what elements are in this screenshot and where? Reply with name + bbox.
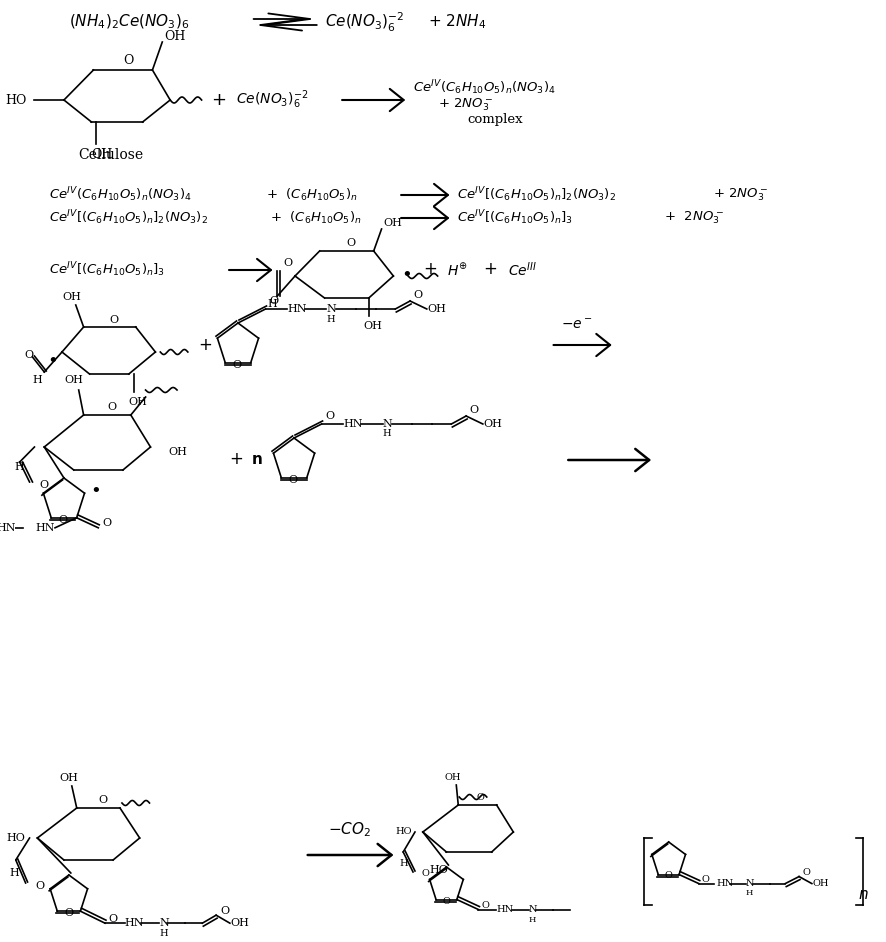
- Text: $Ce^{IV}[(C_6H_{10}O_5)_n]_2(NO_3)_2$: $Ce^{IV}[(C_6H_{10}O_5)_n]_2(NO_3)_2$: [50, 208, 208, 227]
- Text: O: O: [269, 296, 278, 306]
- Text: $+\ 2NO_3^-$: $+\ 2NO_3^-$: [438, 97, 494, 113]
- Text: H: H: [746, 888, 753, 897]
- Text: N: N: [746, 879, 755, 888]
- Text: HN: HN: [496, 905, 513, 914]
- Text: O: O: [123, 54, 133, 67]
- Text: OH: OH: [91, 149, 113, 161]
- Text: O: O: [288, 475, 298, 485]
- Text: $H^{\oplus}$: $H^{\oplus}$: [447, 262, 468, 279]
- Text: $Ce(NO_3)_6^{-2}$: $Ce(NO_3)_6^{-2}$: [236, 89, 308, 111]
- Text: O: O: [39, 480, 49, 490]
- Text: O: O: [102, 518, 112, 528]
- Text: $Ce^{IV}(C_6H_{10}O_5)_n(NO_3)_4$: $Ce^{IV}(C_6H_{10}O_5)_n(NO_3)_4$: [413, 78, 556, 97]
- Text: N: N: [529, 905, 537, 914]
- Text: O: O: [220, 906, 229, 917]
- Text: O: O: [58, 515, 67, 525]
- Text: OH: OH: [59, 773, 78, 783]
- Text: H: H: [10, 868, 19, 878]
- Text: $+\ \ (C_6H_{10}O_5)_n$: $+\ \ (C_6H_{10}O_5)_n$: [266, 187, 357, 203]
- Text: OH: OH: [384, 218, 402, 228]
- Text: •: •: [47, 353, 58, 371]
- Text: $n$: $n$: [859, 888, 869, 902]
- Text: OH: OH: [62, 292, 81, 302]
- Text: O: O: [803, 869, 811, 877]
- Text: $Ce^{IV}[(C_6H_{10}O_5)_n]_3$: $Ce^{IV}[(C_6H_{10}O_5)_n]_3$: [457, 208, 573, 227]
- Text: O: O: [284, 258, 292, 268]
- Text: O: O: [108, 914, 117, 924]
- Text: $+\ \ (C_6H_{10}O_5)_n$: $+\ \ (C_6H_{10}O_5)_n$: [270, 210, 362, 226]
- Text: O: O: [64, 908, 73, 918]
- Text: complex: complex: [467, 113, 523, 126]
- Text: $(NH_4)_2Ce(NO_3)_6$: $(NH_4)_2Ce(NO_3)_6$: [69, 13, 189, 31]
- Text: $+$: $+$: [423, 262, 437, 279]
- Text: N: N: [159, 918, 169, 928]
- Text: HN: HN: [717, 879, 734, 888]
- Text: HO: HO: [6, 833, 25, 843]
- Text: $+\ 2NH_4$: $+\ 2NH_4$: [428, 12, 486, 31]
- Text: O: O: [98, 795, 107, 805]
- Text: OH: OH: [64, 375, 82, 385]
- Text: N: N: [383, 419, 392, 429]
- Text: $+\ \ 2NO_3^-$: $+\ \ 2NO_3^-$: [664, 210, 724, 226]
- Text: $Ce^{III}$: $Ce^{III}$: [509, 261, 538, 279]
- Text: O: O: [107, 402, 116, 412]
- Text: OH: OH: [428, 304, 447, 314]
- Text: O: O: [232, 360, 241, 370]
- Text: H: H: [268, 299, 277, 309]
- Text: OH: OH: [812, 879, 829, 888]
- Text: $+\ 2NO_3^-$: $+\ 2NO_3^-$: [713, 187, 768, 203]
- Text: N: N: [326, 304, 337, 314]
- Text: $\mathbf{n}$: $\mathbf{n}$: [251, 453, 262, 467]
- Text: O: O: [481, 901, 489, 910]
- Text: $+$: $+$: [212, 91, 227, 109]
- Text: O: O: [346, 238, 355, 248]
- Text: O: O: [422, 869, 430, 879]
- Text: HN: HN: [343, 419, 362, 429]
- Text: $-CO_2$: $-CO_2$: [328, 820, 370, 839]
- Text: OH: OH: [164, 29, 186, 42]
- Text: O: O: [35, 881, 44, 891]
- Text: $Ce^{IV}(C_6H_{10}O_5)_n(NO_3)_4$: $Ce^{IV}(C_6H_{10}O_5)_n(NO_3)_4$: [50, 186, 192, 204]
- Text: OH: OH: [231, 918, 250, 928]
- Text: HO: HO: [430, 865, 448, 875]
- Text: •: •: [401, 267, 412, 285]
- Text: O: O: [664, 871, 672, 881]
- Text: H: H: [383, 430, 391, 438]
- Text: $+$: $+$: [229, 451, 244, 468]
- Text: O: O: [109, 315, 119, 325]
- Text: O: O: [702, 875, 710, 884]
- Text: HN: HN: [287, 304, 307, 314]
- Text: OH: OH: [484, 419, 502, 429]
- Text: O: O: [442, 897, 450, 905]
- Text: HO: HO: [395, 827, 412, 836]
- Text: OH: OH: [168, 447, 187, 457]
- Text: H: H: [326, 315, 335, 323]
- Text: •: •: [90, 483, 101, 501]
- Text: H: H: [15, 462, 25, 472]
- Text: OH: OH: [445, 773, 461, 783]
- Text: OH: OH: [128, 397, 148, 407]
- Text: $Ce^{IV}[(C_6H_{10}O_5)_n]_2(NO_3)_2$: $Ce^{IV}[(C_6H_{10}O_5)_n]_2(NO_3)_2$: [457, 186, 617, 204]
- Text: $+$: $+$: [198, 336, 212, 353]
- Text: $Ce(NO_3)_6^{-2}$: $Ce(NO_3)_6^{-2}$: [324, 10, 404, 34]
- Text: $-e^-$: $-e^-$: [562, 318, 593, 332]
- Text: HO: HO: [5, 93, 27, 106]
- Text: $+$: $+$: [483, 262, 497, 279]
- Text: H: H: [529, 916, 536, 923]
- Text: HN: HN: [35, 523, 55, 533]
- Text: HN: HN: [0, 523, 16, 533]
- Text: H: H: [159, 929, 167, 937]
- Text: Cellulose: Cellulose: [79, 148, 144, 162]
- Text: O: O: [413, 290, 422, 300]
- Text: OH: OH: [364, 321, 383, 331]
- Text: O: O: [477, 793, 485, 803]
- Text: $Ce^{IV}[(C_6H_{10}O_5)_n]_3$: $Ce^{IV}[(C_6H_{10}O_5)_n]_3$: [50, 261, 165, 280]
- Text: H: H: [400, 859, 408, 869]
- Text: H: H: [33, 375, 43, 385]
- Text: HN: HN: [125, 918, 144, 928]
- Text: O: O: [25, 350, 34, 360]
- Text: O: O: [325, 411, 335, 421]
- Text: O: O: [469, 405, 478, 415]
